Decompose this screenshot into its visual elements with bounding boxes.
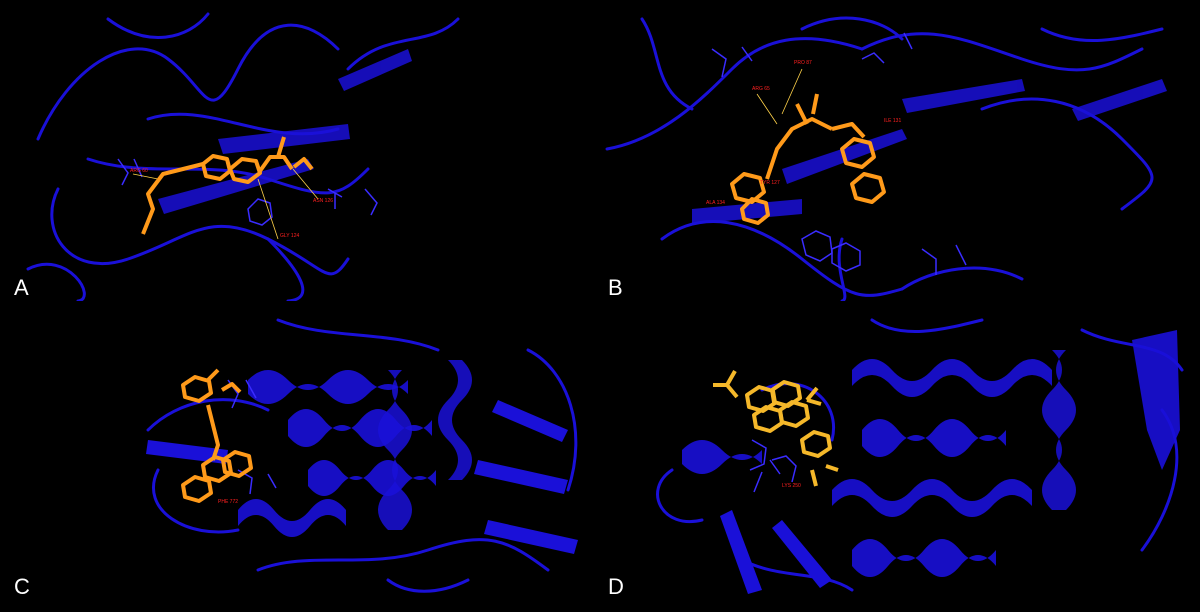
ligand-b xyxy=(730,93,886,225)
ligand-c xyxy=(181,368,253,503)
residue-label-gly124: GLY 124 xyxy=(280,233,300,239)
residue-label-arg65: ARG 65 xyxy=(752,86,770,92)
residue-label-arg60: ARG 60 xyxy=(130,168,148,174)
panel-c: PHE 772 C xyxy=(8,310,596,600)
residue-label-ile131: ILE 131 xyxy=(884,118,902,124)
panel-letter: A xyxy=(14,275,29,300)
protein-ribbon-a xyxy=(26,12,460,301)
panel-letter: B xyxy=(608,275,623,300)
residue-label-phe772: PHE 772 xyxy=(218,499,239,505)
residue-label-tyr127: TYR 127 xyxy=(760,180,780,186)
residue-label-c-upper xyxy=(242,400,243,405)
panel-b: PRO 87 ARG 65 ILE 131 TYR 127 ALA 134 B xyxy=(602,9,1193,301)
protein-ribbon-b xyxy=(605,16,1167,301)
protein-ribbon-c xyxy=(146,318,578,593)
panel-letter: D xyxy=(608,574,624,599)
residue-label-asn126: ASN 126 xyxy=(313,198,334,204)
panel-letter: C xyxy=(14,574,30,599)
ligand-a xyxy=(141,136,314,235)
residue-label-lys250: LYS 250 xyxy=(782,483,801,489)
panel-d: LYS 250 D xyxy=(602,310,1193,600)
protein-ribbon-d xyxy=(656,318,1184,594)
residue-label-pro87: PRO 87 xyxy=(794,60,812,66)
residue-label-ala134: ALA 134 xyxy=(706,200,725,206)
residue-label-d-upper xyxy=(770,458,771,463)
ligand-d xyxy=(713,370,839,487)
panel-a: ARG 60 ASN 126 GLY 124 A xyxy=(8,9,596,301)
